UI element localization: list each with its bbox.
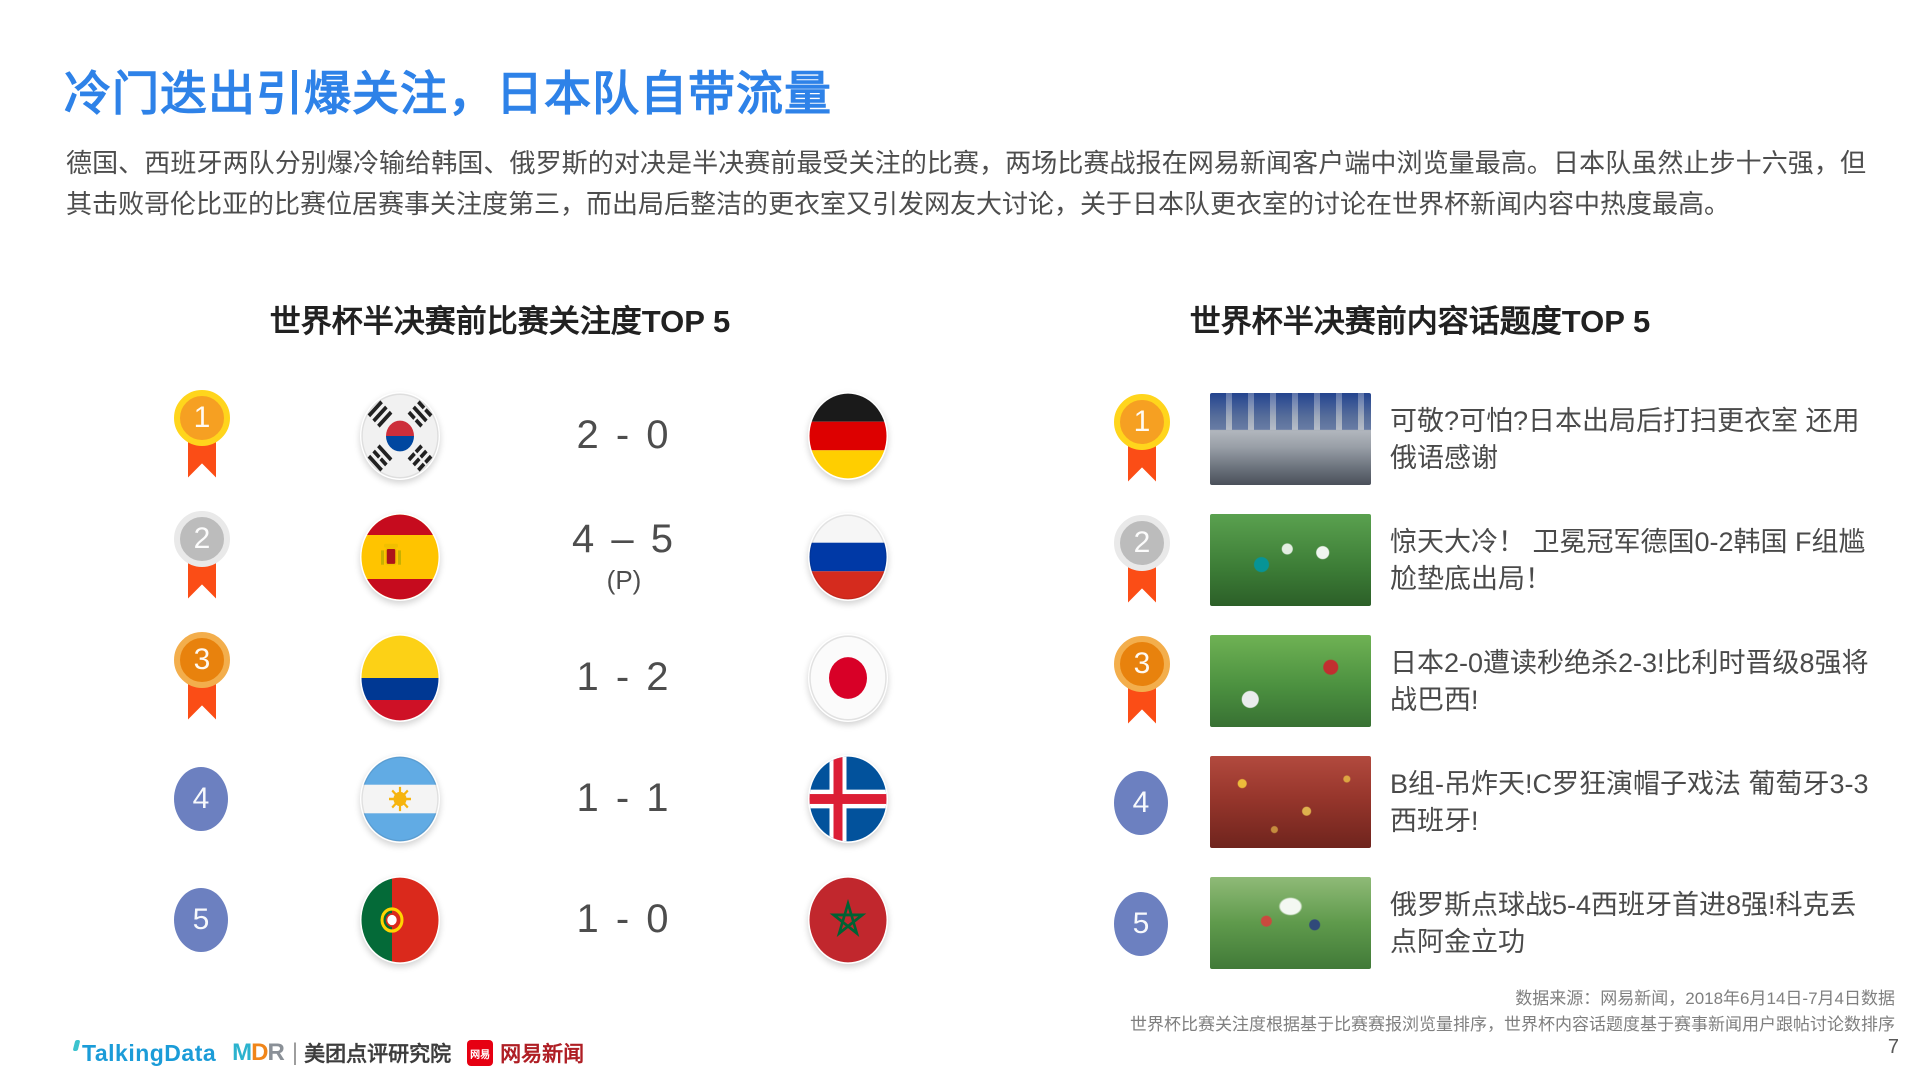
rank-badge: 1 (174, 389, 230, 482)
news-photo-japan-belgium-match (1210, 635, 1371, 727)
match-row: 1 2 - 0 (100, 375, 900, 496)
match-score: 1 - 0 (514, 859, 734, 980)
rank-badge: 4 (174, 766, 228, 831)
rank-badge: 3 (1114, 635, 1170, 728)
rank-badge: 5 (174, 887, 228, 952)
score-text: 1 - 1 (576, 776, 672, 820)
topic-row: 4 B组-吊炸天!C罗狂演帽子戏法 葡萄牙3-3西班牙! (1100, 742, 1890, 863)
flag-colombia-icon (360, 634, 440, 722)
flag-spain-icon (360, 513, 440, 601)
mdr-letter-d: D (251, 1039, 268, 1066)
intro-paragraph: 德国、西班牙两队分别爆冷输给韩国、俄罗斯的对决是半决赛前最受关注的比赛，两场比赛… (66, 148, 1866, 219)
mdr-meituan-logo: M D R | 美团点评研究院 (232, 1038, 451, 1068)
rank-number: 4 (174, 766, 228, 831)
rank-number: 3 (1114, 635, 1170, 692)
rank-number: 5 (174, 887, 228, 952)
score-text: 2 - 0 (576, 413, 672, 457)
rank-number: 5 (1114, 891, 1168, 956)
mdr-letter-r: R (267, 1039, 285, 1066)
flag-iceland-icon (808, 755, 888, 843)
score-text: 4 – 5 (572, 517, 676, 561)
news-headline: 俄罗斯点球战5-4西班牙首进8强!科克丢点阿金立功 (1390, 889, 1857, 957)
topic-ranking-title: 世界杯半决赛前内容话题度TOP 5 (1189, 304, 1651, 339)
news-headline: 可敬?可怕?日本出局后打扫更衣室 还用俄语感谢 (1390, 405, 1860, 473)
rank-badge: 1 (1114, 393, 1170, 486)
flag-south-korea-icon (360, 392, 440, 480)
topic-row: 5 俄罗斯点球战5-4西班牙首进8强!科克丢点阿金立功 (1100, 863, 1890, 984)
flag-japan-icon (808, 634, 888, 722)
page-number: 7 (1887, 1036, 1899, 1058)
rank-badge: 5 (1114, 891, 1168, 956)
match-row: 4 1 - 1 (100, 738, 900, 859)
match-score: 2 - 0 (514, 375, 734, 496)
news-photo-locker-room (1210, 393, 1371, 485)
match-row: 3 1 - 2 (100, 617, 900, 738)
news-headline: 日本2-0遭读秒绝杀2-3!比利时晋级8强将战巴西! (1390, 647, 1869, 715)
score-text: 1 - 2 (576, 655, 672, 699)
rank-badge: 3 (174, 631, 230, 724)
match-ranking-title: 世界杯半决赛前比赛关注度TOP 5 (269, 304, 731, 339)
topic-row: 1 可敬?可怕?日本出局后打扫更衣室 还用俄语感谢 (1100, 379, 1890, 500)
flag-argentina-icon (360, 755, 440, 843)
topic-row: 3 日本2-0遭读秒绝杀2-3!比利时晋级8强将战巴西! (1100, 621, 1890, 742)
meituan-wordmark: 美团点评研究院 (304, 1043, 452, 1066)
match-ranking-list: 1 2 - 0 2 4 – 5 (P) 3 1 - 2 4 1 - 1 5 1 - 0 (100, 375, 900, 980)
mdr-letter-m: M (232, 1039, 252, 1066)
match-row: 2 4 – 5 (P) (100, 496, 900, 617)
source-line-2: 世界杯比赛关注度根据基于比赛赛报浏览量排序，世界杯内容话题度基于赛事新闻用户跟帖… (1130, 1015, 1895, 1034)
news-photo-portugal-spain-fans (1210, 756, 1371, 848)
news-photo-germany-korea-match (1210, 514, 1371, 606)
news-photo-russia-spain-match (1210, 877, 1371, 969)
score-text: 1 - 0 (576, 897, 672, 941)
netease-news-logo: 网易 网易新闻 (467, 1038, 584, 1068)
logo-divider: | (291, 1039, 299, 1066)
rank-number: 3 (174, 631, 230, 688)
talkingdata-logo: TalkingData (72, 1039, 217, 1067)
rank-number: 4 (1114, 770, 1168, 835)
netease-wordmark: 网易新闻 (500, 1043, 585, 1066)
rank-number: 1 (174, 389, 230, 446)
topic-ranking-list: 1 可敬?可怕?日本出局后打扫更衣室 还用俄语感谢 2 惊天大冷！ 卫冕冠军德国0-2… (1100, 379, 1890, 984)
flag-portugal-icon (360, 876, 440, 964)
page-title: 冷门迭出引爆关注，日本队自带流量 (64, 67, 832, 120)
flag-russia-icon (808, 513, 888, 601)
rank-number: 2 (1114, 514, 1170, 571)
talkingdata-wordmark: TalkingData (82, 1039, 217, 1066)
score-note: (P) (606, 565, 642, 595)
news-headline: 惊天大冷！ 卫冕冠军德国0-2韩国 F组尴尬垫底出局！ (1390, 526, 1866, 594)
match-score: 1 - 1 (514, 738, 734, 859)
rank-number: 1 (1114, 393, 1170, 450)
source-line-1: 数据来源：网易新闻，2018年6月14日-7月4日数据 (1515, 989, 1895, 1008)
topic-row: 2 惊天大冷！ 卫冕冠军德国0-2韩国 F组尴尬垫底出局！ (1100, 500, 1890, 621)
rank-number: 2 (174, 510, 230, 567)
flag-morocco-icon (808, 876, 888, 964)
rank-badge: 2 (1114, 514, 1170, 607)
news-headline: B组-吊炸天!C罗狂演帽子戏法 葡萄牙3-3西班牙! (1390, 768, 1869, 836)
flag-germany-icon (808, 392, 888, 480)
match-score: 4 – 5 (P) (514, 496, 734, 617)
match-row: 5 1 - 0 (100, 859, 900, 980)
footer-logos: TalkingData M D R | 美团点评研究院 网易 网易新闻 (72, 1038, 584, 1068)
rank-badge: 4 (1114, 770, 1168, 835)
match-score: 1 - 2 (514, 617, 734, 738)
netease-badge-icon: 网易 (467, 1040, 494, 1066)
rank-badge: 2 (174, 510, 230, 603)
talkingdata-tick-icon (72, 1039, 81, 1051)
data-source-note: 数据来源：网易新闻，2018年6月14日-7月4日数据 世界杯比赛关注度根据基于… (1130, 986, 1895, 1038)
